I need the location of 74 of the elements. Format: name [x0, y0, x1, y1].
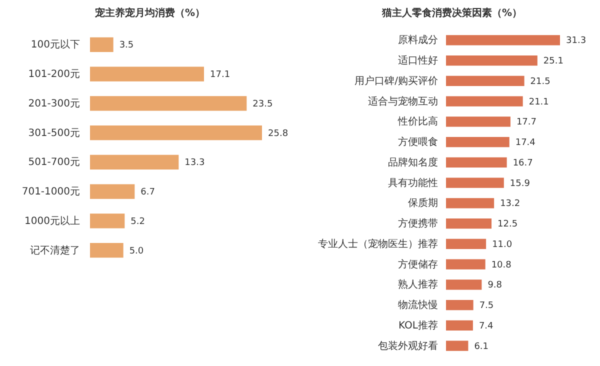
- bar: [446, 136, 510, 148]
- data-label: 17.1: [210, 70, 230, 80]
- bar: [446, 157, 507, 168]
- y-tick-label: 保质期: [408, 197, 438, 210]
- y-tick-label: 100元以下: [30, 38, 80, 51]
- data-label: 25.8: [268, 128, 288, 139]
- y-tick-label: 301-500元: [28, 128, 80, 139]
- y-tick-label: 熟人推荐: [398, 278, 438, 291]
- bar: [90, 66, 204, 82]
- data-label: 17.4: [515, 138, 536, 148]
- data-label: 21.5: [530, 76, 550, 87]
- y-tick-label: 包装外观好看: [378, 340, 438, 352]
- y-tick-label: 品牌知名度: [388, 156, 438, 168]
- bar: [446, 300, 474, 310]
- chart-title: 宠主养宠月均消费（%）: [94, 7, 206, 19]
- data-label: 17.7: [516, 118, 537, 128]
- data-label: 31.3: [566, 36, 586, 46]
- y-tick-label: 专业人士（宠物医生）推荐: [318, 238, 438, 250]
- y-tick-label: 适合与宠物互动: [368, 95, 438, 108]
- data-label: 5.0: [129, 246, 144, 256]
- data-label: 16.7: [512, 158, 533, 168]
- y-tick-label: 101-200元: [28, 69, 80, 80]
- bar: [446, 116, 510, 127]
- data-label: 9.8: [488, 280, 502, 291]
- bar: [446, 35, 560, 46]
- data-label: 12.5: [498, 220, 518, 230]
- data-label: 6.7: [140, 188, 155, 198]
- y-tick-label: 原料成分: [398, 34, 438, 46]
- bar: [90, 37, 114, 52]
- y-tick-label: 201-300元: [28, 98, 80, 110]
- data-label: 7.4: [478, 321, 494, 332]
- bar: [446, 320, 473, 331]
- bar: [90, 125, 262, 140]
- y-tick-label: 物流快慢: [398, 299, 438, 312]
- y-tick-label: 方便携带: [398, 218, 438, 230]
- y-tick-label: 方便喂食: [398, 136, 438, 148]
- data-label: 13.3: [184, 158, 205, 168]
- data-label: 23.5: [252, 99, 273, 110]
- y-tick-label: KOL推荐: [398, 319, 438, 332]
- data-label: 11.0: [492, 240, 512, 250]
- bar: [446, 218, 492, 229]
- data-label: 3.5: [119, 40, 134, 51]
- y-tick-label: 具有功能性: [388, 176, 438, 189]
- y-tick-label: 方便储存: [398, 258, 438, 270]
- y-tick-label: 501-700元: [28, 157, 80, 168]
- data-label: 21.1: [528, 97, 549, 108]
- data-label: 25.1: [543, 56, 564, 67]
- chart-title: 猫主人零食消费决策因素（%）: [380, 7, 522, 19]
- bar: [90, 154, 179, 170]
- data-label: 7.5: [479, 301, 494, 312]
- data-label: 15.9: [510, 178, 530, 189]
- bar: [90, 96, 247, 111]
- bar: [90, 214, 125, 228]
- bar: [446, 96, 523, 106]
- bar: [90, 242, 124, 258]
- data-label: 10.8: [491, 260, 512, 270]
- bar: [446, 259, 486, 270]
- y-tick-label: 1000元以上: [24, 214, 80, 227]
- bar: [446, 178, 504, 188]
- bar: [446, 198, 494, 208]
- y-tick-label: 用户口碑/购买评价: [354, 74, 438, 87]
- bar: [446, 55, 538, 66]
- bar: [90, 184, 135, 199]
- data-label: 13.2: [500, 199, 520, 210]
- bar: [446, 76, 524, 86]
- bar: [446, 340, 468, 351]
- y-tick-label: 适口性好: [398, 54, 438, 67]
- y-tick-label: 701-1000元: [22, 186, 80, 198]
- y-tick-label: 记不清楚了: [30, 244, 80, 256]
- y-tick-label: 性价比高: [397, 116, 438, 128]
- data-label: 6.1: [474, 342, 489, 352]
- bar: [446, 238, 486, 250]
- bar: [446, 280, 482, 290]
- data-label: 5.2: [130, 216, 145, 227]
